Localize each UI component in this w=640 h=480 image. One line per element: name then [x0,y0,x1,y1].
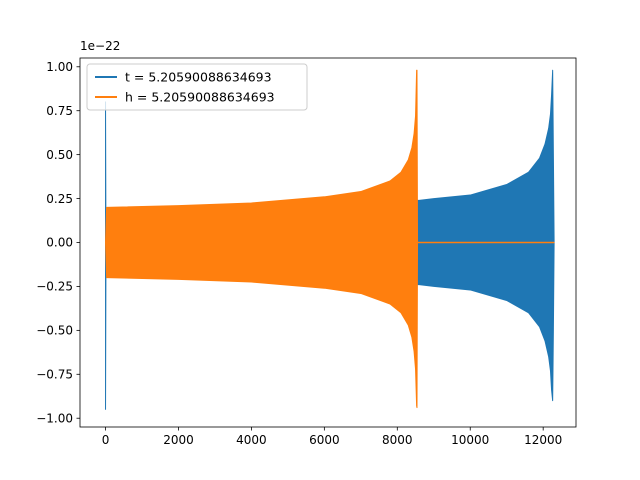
y-tick-label: −0.50 [36,324,73,338]
legend: t = 5.20590088634693 h = 5.20590088634693 [86,63,308,111]
y-tick-label: 0.75 [46,104,73,118]
x-tick-label: 12000 [524,433,562,447]
legend-label: h = 5.20590088634693 [125,90,275,105]
x-tick-label: 0 [102,433,110,447]
axes-layer: 0 2000 4000 6000 8000 10000 12000 −1.00 −0.75 −0.… [36,57,577,447]
y-offset-label: 1e−22 [80,39,120,53]
x-tick-label: 6000 [309,433,340,447]
legend-box [86,63,308,111]
series-2-oscillation [105,69,555,409]
y-tick-label: −0.75 [36,367,73,381]
y-tick-label: −0.25 [36,280,73,294]
y-tick-label: 1.00 [46,60,73,74]
legend-label: t = 5.20590088634693 [125,70,272,85]
x-tick-label: 8000 [382,433,413,447]
series-layer [105,69,555,410]
y-tick-label: 0.50 [46,148,73,162]
y-tick-label: 0.00 [46,236,73,250]
x-tick-label: 10000 [451,433,489,447]
y-tick-label: 0.25 [46,192,73,206]
y-tick-label: −1.00 [36,411,73,425]
x-tick-label: 4000 [236,433,267,447]
x-tick-label: 2000 [163,433,194,447]
